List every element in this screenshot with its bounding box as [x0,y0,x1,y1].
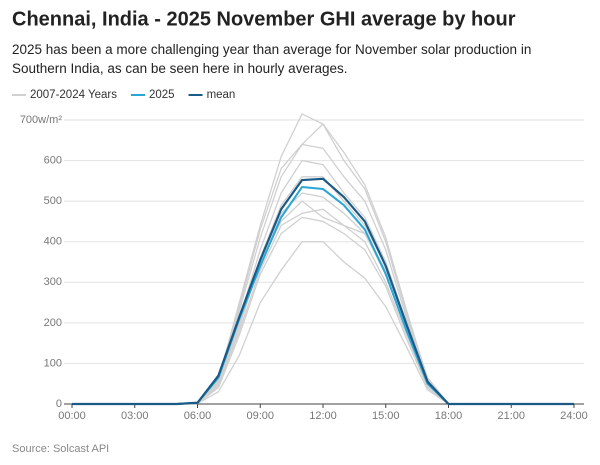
x-tick-label: 15:00 [372,410,400,422]
reference-line [72,200,574,405]
x-tick-label: 00:00 [58,410,86,422]
reference-line [72,192,574,405]
series-line [72,185,574,405]
reference-line [72,216,574,405]
legend-label: 2025 [149,89,175,101]
reference-line [72,123,574,405]
source: Source: Solcast API [12,443,109,455]
x-tick-label: 12:00 [309,410,337,422]
x-tick-label: 03:00 [121,410,149,422]
reference-line [72,208,574,405]
y-tick-label: 0 [56,398,62,410]
subtitle: 2025 has been a more challenging year th… [12,42,532,76]
legend-label: mean [207,89,236,101]
chart-title: Chennai, India - 2025 November GHI avera… [12,8,516,30]
x-tick-label: 06:00 [184,410,212,422]
legend-label: 2007-2024 Years [30,89,117,101]
y-tick-label: 100 [44,357,62,369]
x-tick-label: 09:00 [246,410,274,422]
reference-line [72,143,574,405]
y-tick-label: 500 [44,195,62,207]
y-tick-label: 600 [44,154,62,166]
x-tick-label: 18:00 [435,410,463,422]
y-tick-label: 700w/m² [20,114,63,126]
x-tick-label: 24:00 [560,410,588,422]
y-tick-label: 400 [44,236,62,248]
y-tick-label: 200 [44,317,62,329]
reference-line [72,113,574,405]
series-line [72,177,574,406]
x-tick-label: 21:00 [497,410,525,422]
reference-line [72,176,574,405]
y-tick-label: 300 [44,276,62,288]
